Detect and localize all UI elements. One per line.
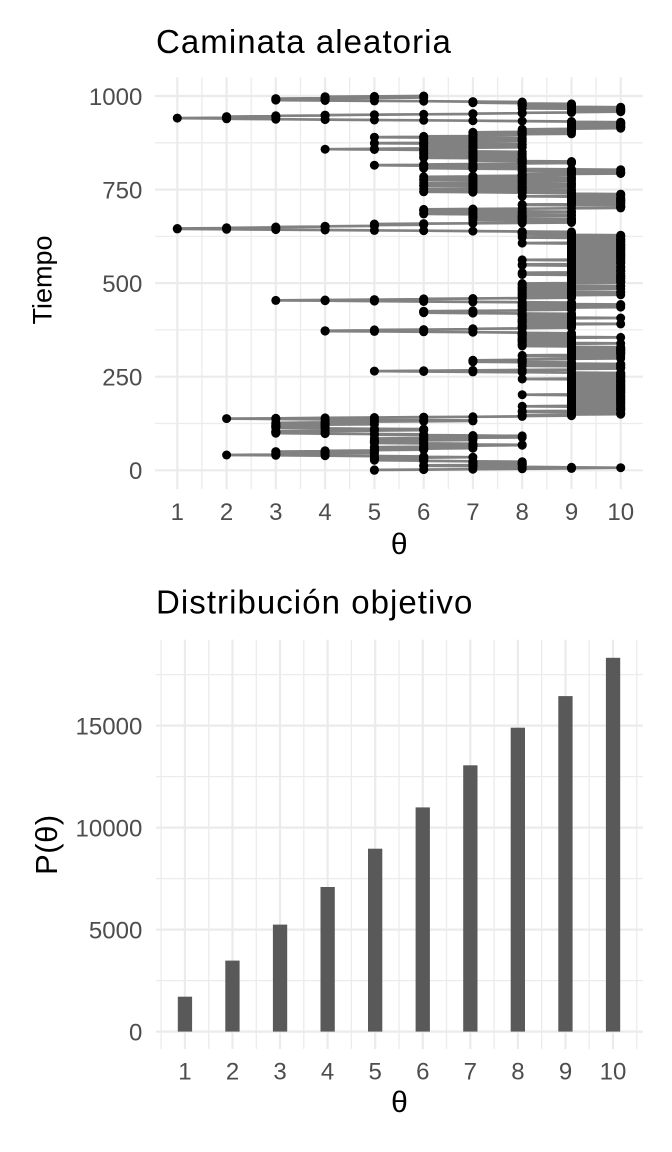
svg-text:500: 500 xyxy=(102,271,142,298)
svg-text:2: 2 xyxy=(226,1058,239,1085)
svg-text:0: 0 xyxy=(129,458,142,485)
svg-text:6: 6 xyxy=(416,1058,429,1085)
svg-text:9: 9 xyxy=(565,499,578,526)
svg-text:10000: 10000 xyxy=(76,815,143,842)
svg-text:7: 7 xyxy=(464,1058,477,1085)
svg-text:15000: 15000 xyxy=(76,713,143,740)
svg-text:Distribución objetivo: Distribución objetivo xyxy=(156,584,473,621)
svg-text:7: 7 xyxy=(466,499,479,526)
svg-text:6: 6 xyxy=(417,499,430,526)
svg-text:1000: 1000 xyxy=(89,84,142,111)
svg-text:750: 750 xyxy=(102,177,142,204)
svg-text:5: 5 xyxy=(368,499,381,526)
svg-text:3: 3 xyxy=(273,1058,286,1085)
svg-text:Caminata aleatoria: Caminata aleatoria xyxy=(156,23,452,60)
svg-text:5: 5 xyxy=(369,1058,382,1085)
svg-text:8: 8 xyxy=(511,1058,524,1085)
svg-text:θ: θ xyxy=(391,528,408,561)
svg-text:8: 8 xyxy=(516,499,529,526)
svg-text:9: 9 xyxy=(559,1058,572,1085)
svg-text:5000: 5000 xyxy=(89,917,142,944)
svg-text:4: 4 xyxy=(321,1058,334,1085)
svg-text:1: 1 xyxy=(171,499,184,526)
svg-text:10: 10 xyxy=(607,499,634,526)
svg-text:P(θ): P(θ) xyxy=(29,814,64,875)
svg-text:0: 0 xyxy=(129,1019,142,1046)
svg-text:4: 4 xyxy=(318,499,331,526)
svg-text:10: 10 xyxy=(600,1058,627,1085)
svg-text:Tiempo: Tiempo xyxy=(27,235,57,324)
svg-text:3: 3 xyxy=(269,499,282,526)
svg-text:1: 1 xyxy=(178,1058,191,1085)
svg-text:θ: θ xyxy=(391,1086,408,1119)
svg-text:2: 2 xyxy=(220,499,233,526)
svg-text:250: 250 xyxy=(102,365,142,392)
